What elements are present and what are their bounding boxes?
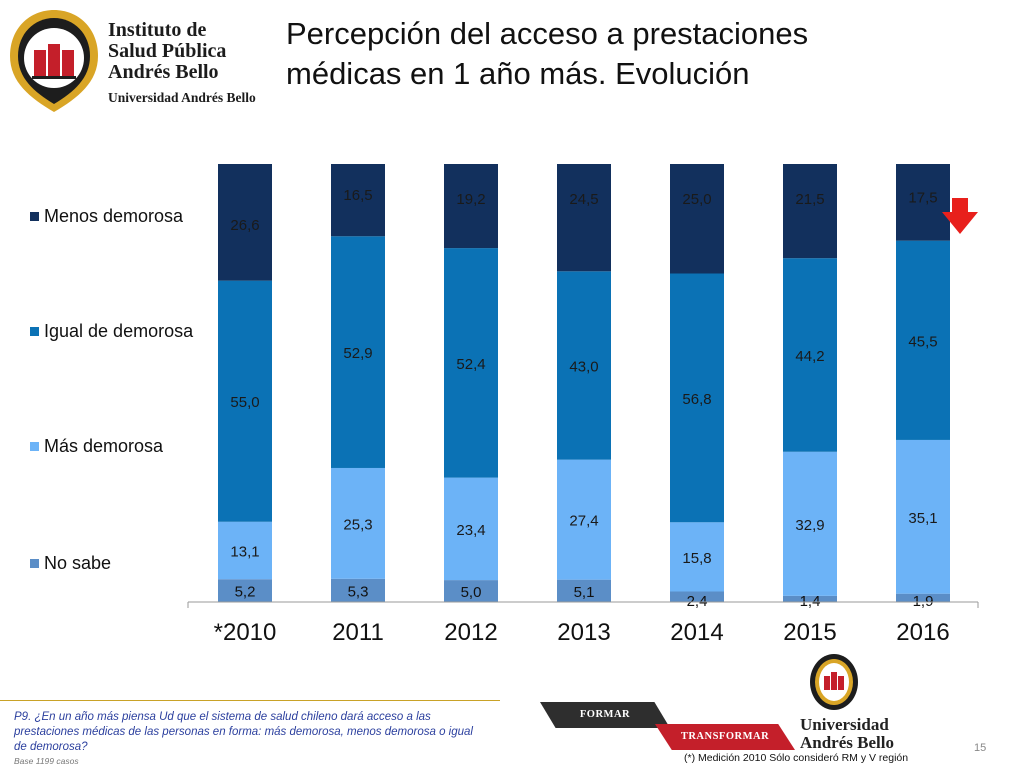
bar-segment xyxy=(557,579,611,602)
x-tick-label: *2010 xyxy=(214,619,277,646)
x-tick-label: 2011 xyxy=(332,619,384,646)
data-label: 56,8 xyxy=(682,391,711,408)
data-label: 24,5 xyxy=(569,191,598,208)
data-label: 32,9 xyxy=(795,517,824,534)
data-label: 52,4 xyxy=(456,356,485,373)
bar-segment xyxy=(444,248,498,478)
bar-segment xyxy=(783,595,837,602)
data-label: 13,1 xyxy=(230,543,259,560)
institute-emblem-icon xyxy=(10,10,98,112)
legend-item: Más demorosa xyxy=(30,436,163,457)
x-tick-label: 2015 xyxy=(783,619,836,646)
institute-logo: Instituto de Salud Pública Andrés Bello … xyxy=(6,6,268,118)
bar-segment xyxy=(670,273,724,523)
ribbon-formar: FORMAR xyxy=(540,702,670,728)
bar-segment xyxy=(557,164,611,272)
logo-line-3: Andrés Bello xyxy=(108,61,219,83)
data-label: 35,1 xyxy=(908,510,937,527)
legend-swatch xyxy=(30,442,39,451)
title-line-2: médicas en 1 año más. Evolución xyxy=(286,56,750,91)
bar-segment xyxy=(444,580,498,602)
data-label: 27,4 xyxy=(569,513,598,530)
bar-segment xyxy=(218,280,272,522)
data-label: 5,2 xyxy=(235,584,256,601)
ribbon-transformar: TRANSFORMAR xyxy=(655,724,795,750)
data-label: 5,1 xyxy=(574,584,595,601)
data-label: 5,3 xyxy=(348,583,369,600)
x-tick-label: 2014 xyxy=(670,619,723,646)
university-logo-text: Universidad Andrés Bello xyxy=(800,716,894,752)
data-label: 52,9 xyxy=(343,345,372,362)
bar-segment xyxy=(896,439,950,594)
data-label: 15,8 xyxy=(682,550,711,567)
data-label: 21,5 xyxy=(795,191,824,208)
bar-segment xyxy=(444,477,498,581)
bar-segment xyxy=(670,164,724,274)
bar-segment xyxy=(783,451,837,596)
legend-label: Menos demorosa xyxy=(44,206,184,226)
bar-segment xyxy=(331,578,385,602)
logo-subtitle: Universidad Andrés Bello xyxy=(108,90,256,105)
footnote: (*) Medición 2010 Sólo consideró RM y V … xyxy=(684,752,909,764)
bar-segment xyxy=(896,593,950,602)
logo-line-2: Salud Pública xyxy=(108,40,227,62)
bar-segment xyxy=(783,164,837,259)
x-tick-label: 2012 xyxy=(444,619,497,646)
bar-segment xyxy=(896,164,950,241)
data-label: 16,5 xyxy=(343,187,372,204)
legend-label: Más demorosa xyxy=(44,436,164,456)
legend-label: No sabe xyxy=(44,553,112,573)
bar-segment xyxy=(331,236,385,468)
x-tick-label: 2013 xyxy=(557,619,610,646)
bar-segment xyxy=(331,467,385,579)
bar-segment xyxy=(557,459,611,580)
data-label: 25,3 xyxy=(343,516,372,533)
bar-segment xyxy=(670,591,724,602)
bar-segment xyxy=(557,271,611,460)
legend-swatch xyxy=(30,212,39,221)
data-label: 45,5 xyxy=(908,333,937,350)
data-label: 25,0 xyxy=(682,191,711,208)
bar-segment xyxy=(444,164,498,249)
data-label: 44,2 xyxy=(795,348,824,365)
data-label: 26,6 xyxy=(230,217,259,234)
legend-item: Menos demorosa xyxy=(30,206,183,227)
survey-question: P9. ¿En un año más piensa Ud que el sist… xyxy=(14,711,473,753)
university-emblem-icon xyxy=(810,654,858,710)
title-line-1: Percepción del acceso a prestaciones xyxy=(286,16,809,51)
data-label: 19,2 xyxy=(456,191,485,208)
bar-segment xyxy=(783,258,837,452)
bar-segment xyxy=(218,579,272,602)
bar-segment xyxy=(331,164,385,237)
legend-item: Igual de demorosa xyxy=(30,321,193,342)
page-number: 15 xyxy=(974,742,987,754)
university-logo-line-2: Andrés Bello xyxy=(800,733,894,752)
data-label: 55,0 xyxy=(230,394,259,411)
x-tick-label: 2016 xyxy=(896,619,949,646)
red-down-arrow-icon xyxy=(942,198,978,234)
page-title: Percepción del acceso a prestaciones méd… xyxy=(286,14,1006,94)
bar-segment xyxy=(670,522,724,592)
bar-segment xyxy=(218,164,272,281)
legend-item: No sabe xyxy=(30,553,111,574)
stacked-bar-chart: 5,2 13,1 55,0 26,6 *2010 5,3 25,3 52,9 16,5 2011 5… xyxy=(187,164,979,646)
sample-base: Base 1199 casos xyxy=(14,756,79,766)
footer-divider xyxy=(0,700,500,701)
data-label: 17,5 xyxy=(908,189,937,206)
legend-swatch xyxy=(30,327,39,336)
legend-swatch xyxy=(30,559,39,568)
bar-segment xyxy=(896,240,950,440)
data-label: 5,0 xyxy=(461,584,482,601)
bar-segment xyxy=(218,521,272,580)
data-label: 23,4 xyxy=(456,522,485,539)
data-label: 43,0 xyxy=(569,358,598,375)
university-logo-line-1: Universidad xyxy=(800,715,889,734)
legend-label: Igual de demorosa xyxy=(44,321,194,341)
logo-line-1: Instituto de xyxy=(108,19,207,41)
